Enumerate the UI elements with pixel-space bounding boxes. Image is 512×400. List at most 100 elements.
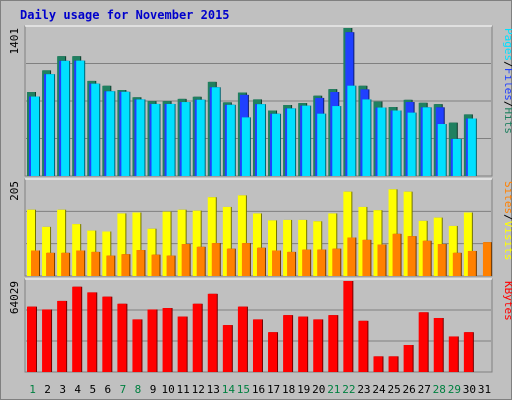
bar-kbytes [87, 292, 97, 372]
x-tick-label: 23 [357, 383, 370, 396]
bar-sites [347, 237, 356, 276]
bar-visits [222, 206, 231, 276]
x-tick-label: 19 [297, 383, 310, 396]
bar-sites [226, 248, 235, 276]
bar-sites [392, 233, 401, 276]
panel-visits-sites: 205 Sites/Visits [8, 178, 512, 277]
bar-kbytes [343, 281, 353, 372]
bar-pages [31, 96, 39, 176]
bar-kbytes [237, 306, 247, 372]
x-tick-label: 3 [59, 383, 66, 396]
bar-visits [298, 219, 307, 276]
x-tick-label: 15 [237, 383, 250, 396]
bar-sites [61, 252, 70, 276]
x-tick-label: 10 [161, 383, 174, 396]
x-tick-label: 8 [135, 383, 142, 396]
x-tick-label: 5 [89, 383, 96, 396]
bar-pages [226, 104, 235, 176]
bar-pages [362, 99, 371, 176]
x-tick-label: 12 [192, 383, 205, 396]
bar-pages [241, 117, 250, 176]
bar-visits [117, 213, 126, 276]
bar-visits [448, 225, 457, 276]
bar-sites [452, 252, 461, 276]
bar-visits [132, 212, 141, 276]
legend-entry: KBytes [502, 281, 512, 321]
bar-visits [237, 195, 246, 276]
x-tick-label: 21 [327, 383, 340, 396]
x-tick-label: 13 [207, 383, 220, 396]
x-tick-label: 1 [29, 383, 36, 396]
bar-pages [106, 91, 115, 176]
x-tick-label: 18 [282, 383, 295, 396]
bar-kbytes [252, 319, 262, 372]
bar-visits [192, 210, 201, 276]
bar-sites [437, 244, 446, 276]
bar-sites [121, 254, 130, 276]
bar-pages [437, 124, 446, 176]
legend-entry: / [502, 61, 512, 68]
bar-sites [31, 250, 39, 276]
bar-pages [332, 106, 341, 176]
bar-sites [136, 250, 145, 276]
bar-pages [211, 87, 220, 176]
legend-entry: Hits [502, 108, 512, 135]
bar-pages [256, 104, 265, 176]
bar-visits [388, 189, 397, 276]
bar-sites [106, 255, 115, 276]
bar-pages [61, 60, 70, 176]
x-tick-label: 20 [312, 383, 325, 396]
legend: Pages/Files/Hits [502, 28, 512, 134]
x-tick-label: 25 [387, 383, 400, 396]
bar-sites [211, 243, 220, 276]
panel-kbytes: 64029 KBytes [8, 278, 512, 373]
x-tick-label: 17 [267, 383, 280, 396]
bar-sites [76, 250, 85, 276]
bar-visits [373, 210, 382, 276]
bar-kbytes [117, 303, 127, 372]
x-tick-label: 6 [105, 383, 112, 396]
bar-sites [151, 254, 160, 276]
bar-sites [407, 236, 416, 276]
legend-entry: Visits [502, 221, 512, 261]
x-tick-label: 16 [252, 383, 265, 396]
bar-pages [302, 105, 311, 176]
bar-visits [42, 226, 51, 276]
bar-sites [287, 251, 296, 276]
bar-pages [467, 118, 476, 176]
bar-pages [392, 110, 401, 176]
x-tick-label: 26 [403, 383, 416, 396]
bar-pages [317, 113, 326, 176]
bar-visits [283, 219, 292, 276]
bar-kbytes [72, 286, 82, 372]
bar-kbytes [222, 325, 232, 372]
bar-visits [268, 220, 277, 276]
x-tick-label: 28 [433, 383, 446, 396]
bar-pages [196, 99, 205, 176]
bar-pages [181, 102, 190, 176]
bar-pages [136, 99, 145, 176]
bar-sites [317, 249, 326, 276]
bar-sites [482, 242, 491, 276]
bar-pages [422, 107, 431, 176]
legend-entry: Pages [502, 28, 512, 61]
legend-entry: / [502, 214, 512, 221]
bar-visits [252, 213, 261, 276]
bar-kbytes [102, 296, 112, 372]
bar-kbytes [42, 309, 52, 372]
bar-kbytes [147, 309, 157, 372]
bar-pages [151, 103, 160, 176]
bar-kbytes [268, 332, 278, 372]
legend: Sites/Visits [502, 181, 512, 261]
bar-sites [467, 250, 476, 276]
bar-pages [452, 138, 461, 176]
y-max-label: 64029 [8, 281, 21, 314]
legend-entry: Sites [502, 181, 512, 214]
x-tick-label: 11 [177, 383, 190, 396]
bar-sites [241, 243, 250, 276]
bar-pages [76, 60, 85, 177]
bar-sites [272, 250, 281, 276]
bar-kbytes [328, 315, 338, 372]
bar-sites [166, 255, 175, 276]
bar-pages [91, 83, 100, 176]
